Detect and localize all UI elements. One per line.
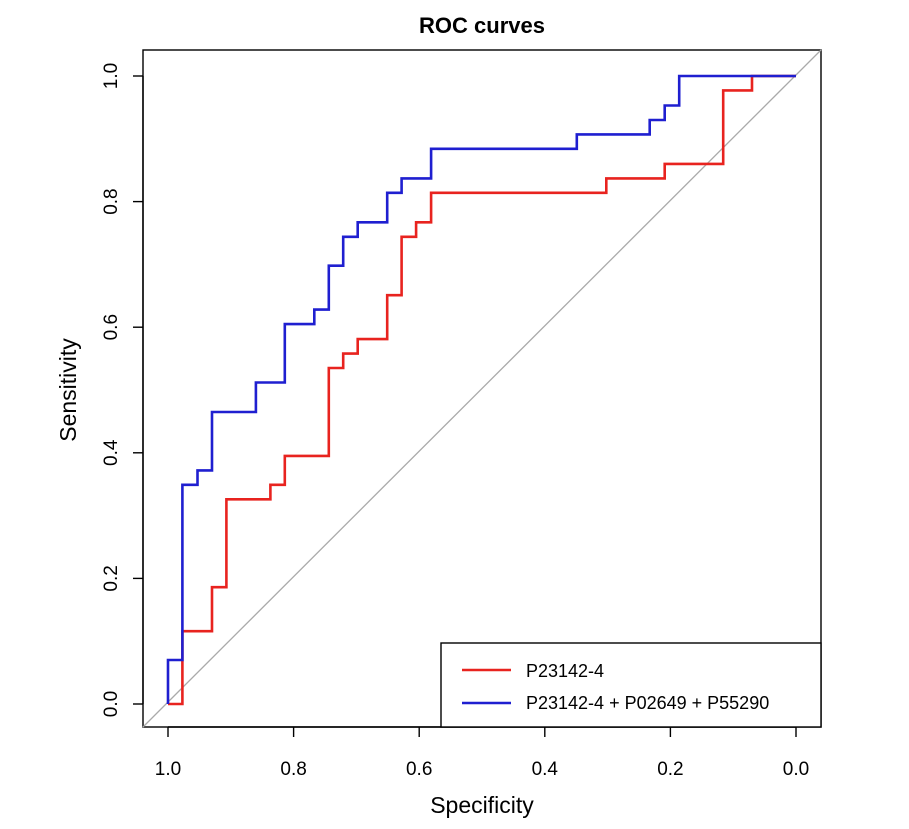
x-tick-label: 0.2 (657, 759, 683, 780)
y-tick-label: 0.6 (101, 314, 122, 340)
roc-curve-series-1 (168, 74, 796, 706)
diagonal-reference-line (142, 49, 822, 728)
x-tick-label: 0.0 (783, 759, 809, 780)
x-tick-label: 0.8 (280, 759, 306, 780)
legend-label-series-1: P23142-4 (526, 661, 604, 681)
y-tick-label: 0.8 (101, 188, 122, 214)
y-axis: 0.0 0.2 0.4 0.6 0.8 1.0 (101, 63, 144, 717)
y-tick-label: 0.4 (101, 439, 122, 466)
y-tick-label: 0.0 (101, 691, 122, 717)
x-tick-label: 0.6 (406, 759, 432, 780)
y-tick-label: 1.0 (101, 63, 122, 89)
x-axis: 1.0 0.8 0.6 0.4 0.2 0.0 (155, 726, 809, 780)
y-axis-label: Sensitivity (55, 338, 81, 442)
roc-curve-series-2 (166, 74, 796, 704)
chart-title: ROC curves (419, 13, 545, 38)
y-tick-label: 0.2 (101, 565, 122, 591)
legend: P23142-4 P23142-4 + P02649 + P55290 (440, 642, 822, 728)
series-layer (166, 74, 796, 706)
legend-label-series-2: P23142-4 + P02649 + P55290 (526, 693, 769, 713)
legend-box (440, 642, 822, 728)
x-tick-label: 1.0 (155, 759, 181, 780)
x-tick-label: 0.4 (532, 759, 559, 780)
x-axis-label: Specificity (430, 792, 534, 818)
